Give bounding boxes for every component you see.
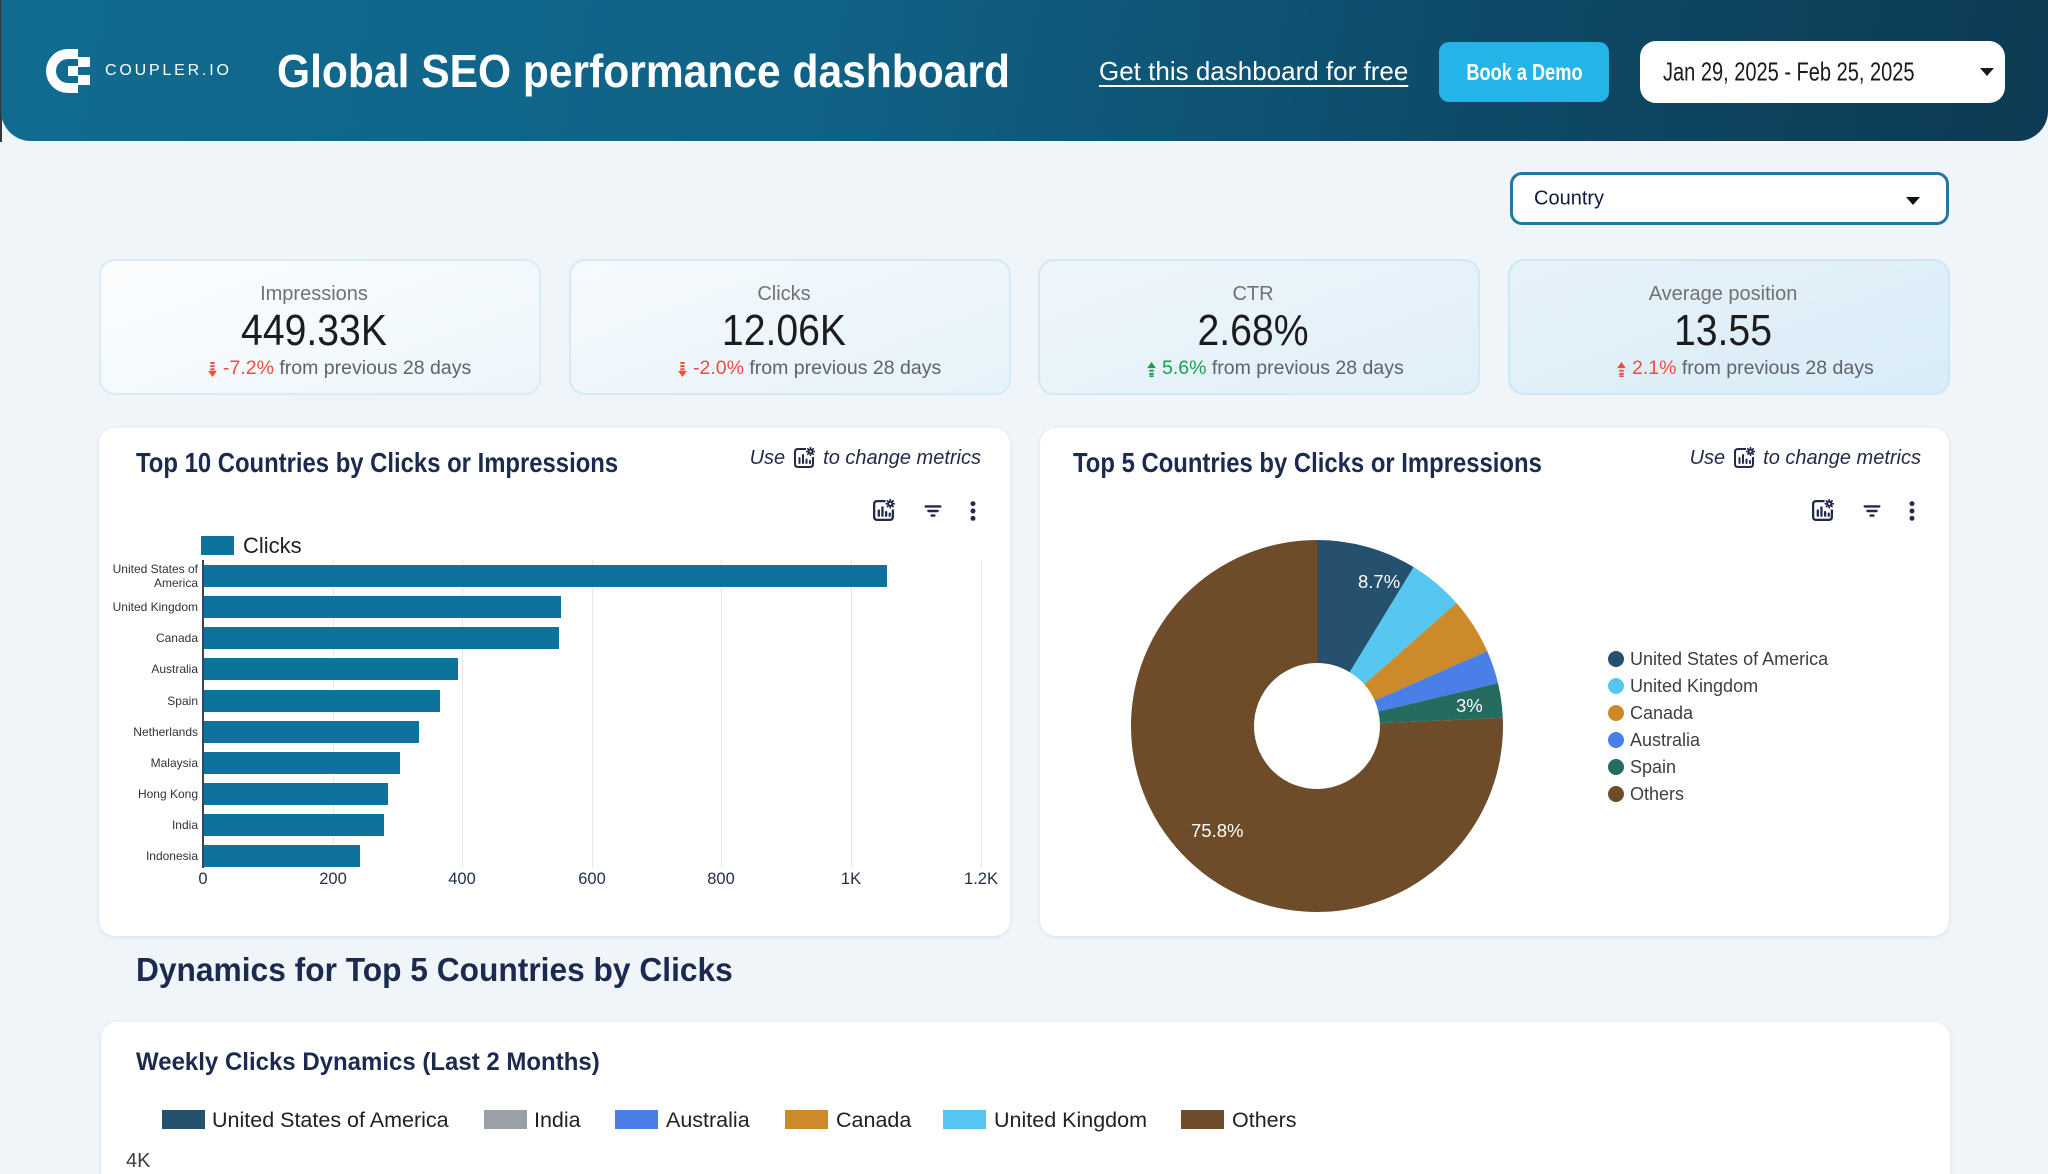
svg-text:3%: 3% (1456, 695, 1483, 716)
svg-text:75.8%: 75.8% (1191, 820, 1243, 841)
svg-text:8.7%: 8.7% (1358, 571, 1400, 592)
